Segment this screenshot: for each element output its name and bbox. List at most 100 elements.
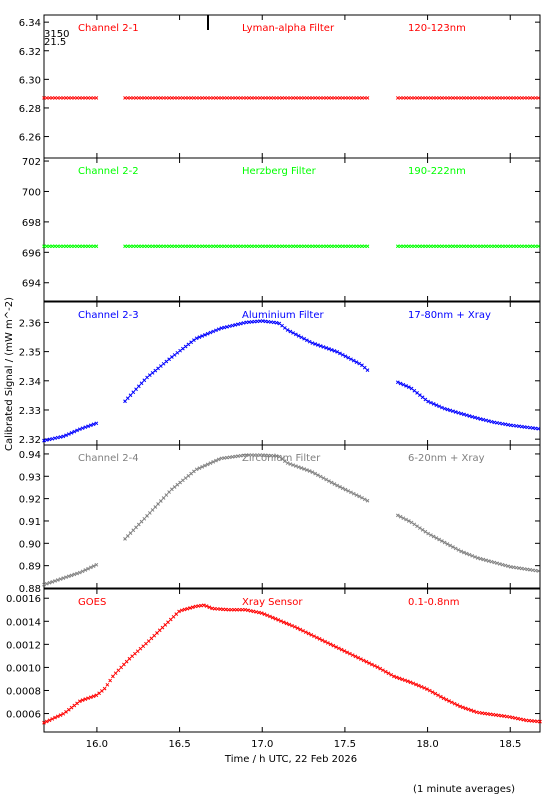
data-point (324, 96, 329, 100)
data-point (288, 462, 293, 466)
data-point (50, 580, 55, 584)
data-point (172, 96, 177, 100)
data-point (338, 96, 342, 100)
data-point (299, 466, 304, 470)
data-point (229, 607, 234, 612)
data-point (496, 713, 501, 718)
data-point (134, 387, 138, 392)
data-point (484, 96, 488, 100)
data-point (412, 96, 417, 100)
data-point (102, 686, 107, 691)
data-point (486, 96, 491, 100)
data-point (199, 603, 203, 608)
data-point (131, 244, 136, 249)
data-point (332, 348, 337, 353)
band-label: 0.1-0.8nm (408, 597, 460, 608)
data-point (506, 564, 510, 569)
data-point (248, 608, 253, 613)
data-point (340, 244, 345, 249)
data-point (528, 425, 532, 430)
y-tick-label: 6.26 (19, 133, 41, 144)
y-tick-label: 0.0008 (6, 686, 41, 697)
data-point (123, 399, 127, 404)
data-point (135, 649, 140, 654)
data-point (182, 607, 187, 612)
data-point (139, 244, 144, 249)
data-point (247, 96, 251, 100)
data-point (142, 516, 147, 521)
data-point (280, 456, 284, 461)
data-point (58, 577, 63, 581)
data-point (499, 713, 504, 718)
data-point (249, 244, 254, 249)
data-point (339, 647, 344, 652)
data-point (362, 96, 367, 100)
data-point (329, 348, 334, 352)
data-point (317, 637, 322, 641)
data-point (296, 465, 301, 469)
data-point (434, 96, 439, 100)
data-point (227, 455, 232, 460)
data-point (327, 96, 331, 100)
data-point (449, 700, 454, 705)
data-point (230, 323, 235, 328)
data-point (188, 606, 192, 610)
data-point (426, 399, 430, 404)
channel-label: GOES (78, 597, 106, 608)
data-point (437, 244, 442, 249)
data-point (492, 96, 497, 100)
data-point (113, 671, 118, 676)
data-point (238, 453, 243, 458)
data-point (142, 378, 147, 383)
data-point (409, 386, 414, 391)
data-point (214, 328, 218, 333)
data-point (269, 320, 273, 324)
data-point (381, 668, 385, 673)
data-point (271, 244, 276, 249)
data-point (338, 351, 342, 356)
data-point (429, 96, 433, 100)
data-point (431, 244, 436, 249)
data-point (77, 244, 82, 249)
data-point (346, 244, 351, 249)
data-point (150, 508, 155, 512)
data-point (530, 426, 535, 430)
data-point (219, 456, 224, 461)
data-point (415, 96, 419, 100)
data-point (335, 96, 340, 100)
y-tick-label: 694 (22, 279, 41, 290)
data-point (456, 96, 461, 100)
data-point (400, 677, 405, 682)
data-point (434, 244, 439, 249)
data-point (442, 244, 447, 249)
data-point (473, 96, 477, 100)
data-point (246, 608, 250, 613)
data-point (360, 495, 364, 500)
data-point (456, 410, 461, 415)
data-point (170, 244, 174, 249)
data-point (53, 715, 57, 720)
data-point (227, 96, 232, 100)
data-point (258, 453, 262, 457)
data-point (418, 96, 422, 100)
data-point (155, 631, 159, 635)
data-point (445, 407, 450, 412)
data-point (415, 244, 419, 249)
data-point (416, 683, 421, 688)
data-point (291, 96, 295, 100)
data-point (409, 244, 414, 249)
data-point (94, 693, 99, 698)
data-point (64, 433, 68, 438)
data-point (208, 244, 213, 249)
data-point (495, 244, 499, 249)
data-point (340, 96, 345, 100)
data-point (342, 649, 347, 653)
data-point (298, 627, 303, 632)
panel-frame (43, 157, 541, 302)
data-point (125, 396, 130, 401)
data-point (349, 490, 353, 495)
data-point (415, 391, 419, 395)
data-point (500, 244, 505, 249)
data-point (160, 625, 165, 630)
data-point (314, 635, 319, 640)
